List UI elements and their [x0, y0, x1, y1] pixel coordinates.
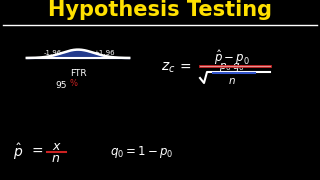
- Text: 95: 95: [55, 80, 67, 89]
- Text: n: n: [229, 76, 235, 86]
- Text: -1.96: -1.96: [44, 50, 62, 56]
- Text: x: x: [52, 140, 60, 152]
- Text: $\hat{p}$: $\hat{p}$: [13, 142, 23, 162]
- Text: $z_c$: $z_c$: [161, 61, 175, 75]
- Text: FTR: FTR: [70, 69, 86, 78]
- Text: Hypothesis Testing: Hypothesis Testing: [48, 0, 272, 20]
- Text: $q_0 = 1 - p_0$: $q_0 = 1 - p_0$: [110, 144, 173, 160]
- Text: =: =: [31, 145, 43, 159]
- Text: $\hat{p} - p_0$: $\hat{p} - p_0$: [214, 49, 250, 68]
- Text: $p_0 \, q_0$: $p_0 \, q_0$: [219, 61, 245, 73]
- Text: =: =: [179, 61, 191, 75]
- Text: %: %: [69, 80, 77, 89]
- Text: +1.96: +1.96: [93, 50, 115, 56]
- Text: n: n: [52, 152, 60, 165]
